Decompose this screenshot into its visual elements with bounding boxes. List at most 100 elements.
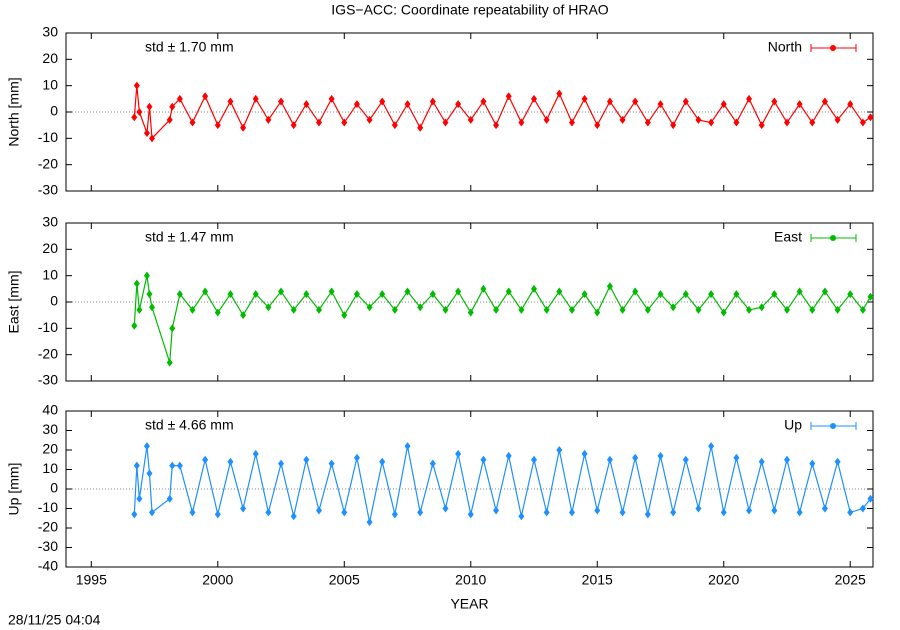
data-point [568,305,575,314]
data-point [644,305,651,314]
data-point [366,115,373,124]
data-point [303,455,310,464]
data-point [847,290,854,299]
data-point [670,508,677,517]
series-line [133,275,871,363]
data-point [136,494,143,503]
plot-frame [65,410,874,568]
series-line [133,445,871,523]
data-point [189,118,196,127]
data-point [720,308,727,317]
data-point [404,442,411,451]
data-point [568,118,575,127]
data-point [328,94,335,103]
data-point [771,97,778,106]
y-tick-label: -20 [38,155,58,171]
data-point [169,324,176,333]
data-point [131,510,138,519]
data-point [531,284,538,293]
data-point [594,308,601,317]
data-point [176,94,183,103]
data-point [518,512,525,521]
y-axis-label: North [mm] [6,77,22,146]
data-point [493,121,500,130]
data-point [821,504,828,513]
data-point [657,290,664,299]
data-point [303,290,310,299]
legend-marker [830,235,836,241]
data-point [133,81,140,90]
data-point [136,305,143,314]
data-point [146,290,153,299]
data-point [606,97,613,106]
data-point [166,115,173,124]
data-point [809,118,816,127]
data-point [594,121,601,130]
data-point [391,510,398,519]
data-point [531,455,538,464]
data-point [632,287,639,296]
chart-title: IGS−ACC: Coordinate repeatability of HRA… [331,2,609,18]
legend-marker [830,45,836,51]
data-point [290,305,297,314]
data-point [290,121,297,130]
data-point [278,97,285,106]
data-point [480,97,487,106]
data-point [467,115,474,124]
data-point [493,506,500,515]
data-point [733,453,740,462]
data-point [136,108,143,116]
data-point [353,100,360,109]
data-point [796,287,803,296]
y-tick-label: 10 [42,460,58,476]
data-point [166,494,173,503]
data-point [859,305,866,314]
data-point [847,100,854,109]
data-point [847,508,854,517]
data-point [146,102,153,111]
y-tick-label: 10 [42,266,58,282]
data-point [353,453,360,462]
x-tick-label: 2025 [835,572,866,588]
legend-marker [830,423,836,429]
data-point [166,358,173,367]
data-point [556,89,563,98]
data-point [493,305,500,314]
data-point [202,287,209,296]
y-tick-label: 0 [50,103,58,119]
data-point [391,305,398,314]
data-point [505,287,512,296]
y-tick-label: -10 [38,319,58,335]
x-tick-label: 2010 [455,572,486,588]
y-tick-label: 20 [42,441,58,457]
y-tick-label: -10 [38,499,58,515]
data-point [131,321,138,330]
std-annotation: std ± 4.66 mm [145,417,234,433]
data-point [278,459,285,468]
data-point [796,100,803,109]
data-point [682,97,689,106]
data-point [240,311,247,320]
data-point [758,121,765,130]
data-point [379,290,386,299]
y-tick-label: -10 [38,129,58,145]
data-point [146,469,153,478]
data-point [480,284,487,293]
data-point [556,446,563,454]
data-point [783,118,790,127]
data-point [252,94,259,103]
legend-label: East [774,229,802,245]
data-point [227,457,234,466]
data-point [315,118,322,127]
data-point [240,504,247,513]
std-annotation: std ± 1.47 mm [145,229,234,245]
data-point [657,100,664,109]
data-point [442,305,449,314]
data-point [746,305,753,314]
data-point [214,121,221,130]
data-point [189,508,196,517]
legend-label: North [768,39,802,55]
data-point [417,123,424,132]
series-line [133,85,871,140]
data-point [455,287,462,296]
